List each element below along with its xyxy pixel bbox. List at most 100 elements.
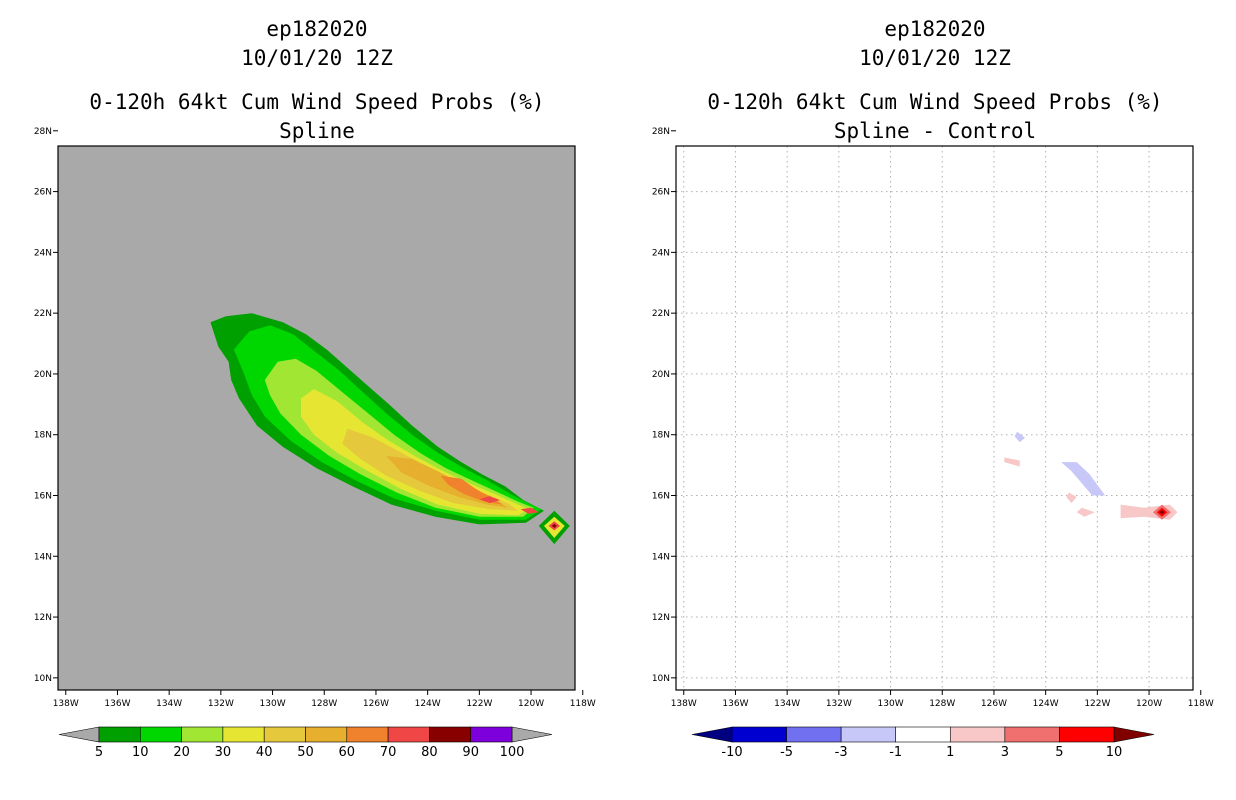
left-colorbar-swatch <box>305 726 348 743</box>
right-colorbar-label: 5 <box>1055 745 1063 760</box>
left-colorbar-label: 100 <box>500 745 525 760</box>
right-plot-frame <box>675 145 1194 691</box>
right-colorbar-swatch <box>949 726 1006 743</box>
left-x-tick-label: 124W <box>415 699 441 709</box>
left-y-tick-label: 14N <box>34 552 52 562</box>
right-colorbar-label: -3 <box>835 745 848 760</box>
left-y-tick-label: 26N <box>34 188 52 198</box>
left-colorbar-swatch <box>470 726 513 743</box>
right-colorbar-label: -10 <box>721 745 742 760</box>
right-x-tick-label: 124W <box>1033 699 1059 709</box>
right-y-tick-label: 20N <box>652 370 670 380</box>
left-chart: 138W 136W 134W 132W 130W 128W 126W 124W 122W 120W… <box>34 127 596 760</box>
right-contour-neg3 <box>1061 462 1106 496</box>
left-colorbar-label: 80 <box>421 745 438 760</box>
left-colorbar-label: 20 <box>173 745 190 760</box>
left-x-tick-label: 136W <box>104 699 130 709</box>
right-y-tick-label: 22N <box>652 309 670 319</box>
left-x-tick-label: 130W <box>260 699 286 709</box>
left-x-tick-label: 138W <box>53 699 79 709</box>
right-y-tick-label: 14N <box>652 552 670 562</box>
right-y-tick-label: 16N <box>652 491 670 501</box>
left-colorbar-label: 40 <box>256 745 273 760</box>
left-colorbar-swatch <box>263 726 306 743</box>
left-y-tick-label: 20N <box>34 370 52 380</box>
right-x-tick-label: 118W <box>1188 699 1214 709</box>
left-y-tick-label: 28N <box>34 127 52 137</box>
left-colorbar-over <box>511 726 553 743</box>
left-contour-20 <box>264 358 534 517</box>
right-x-tick-label: 120W <box>1136 699 1162 709</box>
right-colorbar-swatch <box>1004 726 1060 743</box>
right-colorbar-label: -1 <box>889 745 902 760</box>
right-colorbar-label: 3 <box>1001 745 1009 760</box>
right-y-tick-label: 24N <box>652 248 670 258</box>
left-colorbar-swatch <box>387 726 430 743</box>
right-contour-3 <box>1076 507 1095 517</box>
left-contour-70 <box>520 507 539 514</box>
right-datetime: 10/01/20 12Z <box>859 46 1011 70</box>
left-x-tick-label: 122W <box>466 699 492 709</box>
left-contour-30 <box>301 389 529 516</box>
right-contour-3 <box>1004 457 1020 467</box>
left-colorbar-under <box>58 726 100 743</box>
right-x-tick-label: 128W <box>929 699 955 709</box>
right-x-tick-label: 132W <box>826 699 852 709</box>
right-colorbar-label: -5 <box>780 745 793 760</box>
left-colorbar-swatch <box>181 726 224 743</box>
right-contour-neg3 <box>1014 431 1025 443</box>
left-colorbar-swatch <box>346 726 389 743</box>
left-y-tick-label: 18N <box>34 431 52 441</box>
left-x-tick-label: 128W <box>311 699 337 709</box>
left-y-tick-label: 22N <box>34 309 52 319</box>
right-contour-10 <box>1159 510 1165 515</box>
left-colorbar-swatch <box>140 726 182 743</box>
left-plot-frame <box>57 145 576 691</box>
right-y-tick-label: 12N <box>652 613 670 623</box>
left-x-tick-label: 134W <box>156 699 182 709</box>
right-x-tick-label: 130W <box>878 699 904 709</box>
left-datetime: 10/01/20 12Z <box>241 46 393 70</box>
left-y-tick-label: 16N <box>34 491 52 501</box>
left-colorbar-label: 50 <box>297 745 314 760</box>
right-x-tick-label: 138W <box>671 699 697 709</box>
right-x-tick-label: 134W <box>774 699 800 709</box>
left-x-tick-label: 126W <box>363 699 389 709</box>
right-contour-3 <box>1066 492 1077 504</box>
left-x-tick-label: 120W <box>518 699 544 709</box>
right-y-tick-label: 10N <box>652 674 670 684</box>
left-colorbar-swatch <box>429 726 471 743</box>
left-y-tick-label: 10N <box>34 674 52 684</box>
left-contour-90 <box>551 523 557 528</box>
right-colorbar-label: 10 <box>1106 745 1123 760</box>
left-subtitle: Spline <box>279 119 355 143</box>
right-y-tick-label: 26N <box>652 188 670 198</box>
right-x-tick-label: 122W <box>1084 699 1110 709</box>
right-chart: 138W 136W 134W 132W 130W 128W 126W 124W 122W 120W… <box>652 127 1214 760</box>
left-x-tick-label: 132W <box>208 699 234 709</box>
right-colorbar: -10 -5 -3 -1 1 3 5 10 <box>691 726 1155 760</box>
right-colorbar-swatch <box>1059 726 1115 743</box>
right-y-tick-label: 28N <box>652 127 670 137</box>
left-title: 0-120h 64kt Cum Wind Speed Probs (%) <box>89 90 545 114</box>
left-contour-70 <box>479 496 500 504</box>
right-colorbar-label: 1 <box>946 745 954 760</box>
right-storm-id: ep182020 <box>884 17 986 41</box>
left-colorbar-label: 30 <box>215 745 232 760</box>
right-colorbar-over <box>1113 726 1155 743</box>
right-colorbar-swatch <box>731 726 787 743</box>
left-y-tick-label: 24N <box>34 248 52 258</box>
left-colorbar-label: 70 <box>380 745 397 760</box>
right-colorbar-under <box>691 726 733 743</box>
right-plot-background <box>676 146 1193 690</box>
right-subtitle: Spline - Control <box>833 119 1037 143</box>
left-storm-id: ep182020 <box>266 17 368 41</box>
left-colorbar: 5 10 20 30 40 50 60 70 80 90 100 <box>58 726 553 760</box>
left-colorbar-label: 90 <box>462 745 479 760</box>
right-colorbar-swatch <box>786 726 842 743</box>
left-colorbar-swatch <box>222 726 265 743</box>
right-colorbar-swatch <box>895 726 951 743</box>
right-y-tick-label: 18N <box>652 431 670 441</box>
right-colorbar-swatch <box>840 726 897 743</box>
left-colorbar-label: 5 <box>95 745 103 760</box>
